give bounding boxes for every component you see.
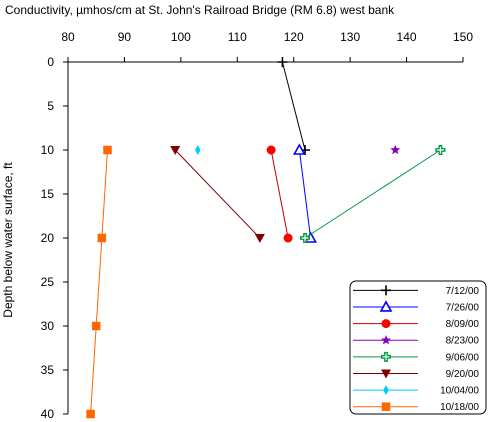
series-8/09/00 xyxy=(266,145,293,243)
data-point xyxy=(390,144,401,155)
legend-box xyxy=(349,280,487,415)
series-8/23/00 xyxy=(390,144,401,155)
x-tick-label: 80 xyxy=(61,30,75,44)
series-10/18/00 xyxy=(86,145,112,419)
chart-title: Conductivity, µmhos/cm at St. John's Rai… xyxy=(5,3,395,17)
legend-label: 10/18/00 xyxy=(440,402,479,413)
legend-label: 7/12/00 xyxy=(446,286,480,297)
data-point xyxy=(91,321,101,331)
data-point xyxy=(292,143,306,155)
data-point xyxy=(86,409,95,419)
y-tick-label: 0 xyxy=(47,55,54,69)
y-tick-label: 20 xyxy=(41,231,55,245)
y-tick-label: 25 xyxy=(41,275,55,289)
legend-entry: 9/06/00 xyxy=(353,351,480,363)
legend-label: 10/04/00 xyxy=(440,386,479,397)
x-tick-label: 150 xyxy=(453,30,473,44)
series-7/26/00 xyxy=(292,143,318,243)
data-point xyxy=(283,233,293,243)
data-point xyxy=(266,145,276,155)
x-tick-label: 120 xyxy=(284,30,304,44)
legend-label: 7/26/00 xyxy=(446,302,480,313)
data-point-inner xyxy=(301,234,309,242)
legend-entry: 7/26/00 xyxy=(353,300,480,313)
x-tick-label: 110 xyxy=(228,30,247,44)
data-point xyxy=(195,145,201,155)
legend-entry: 10/18/00 xyxy=(353,402,479,413)
y-tick-label: 40 xyxy=(41,407,55,421)
x-tick-label: 90 xyxy=(118,30,132,44)
legend-marker xyxy=(383,385,389,396)
data-point xyxy=(97,233,107,243)
x-tick-label: 140 xyxy=(397,30,417,44)
y-tick-label: 30 xyxy=(41,319,55,333)
legend-entry: 9/20/00 xyxy=(353,369,479,380)
legend-marker xyxy=(381,334,391,345)
series-line xyxy=(304,149,441,239)
legend-marker xyxy=(381,402,391,411)
series-7/12/00 xyxy=(277,57,310,155)
series-9/20/00 xyxy=(170,146,265,243)
legend-marker xyxy=(381,319,391,329)
series-9/06/00 xyxy=(300,145,446,243)
y-tick-label: 5 xyxy=(47,99,54,113)
legend-marker xyxy=(379,300,393,312)
y-tick-label: 15 xyxy=(41,187,55,201)
legend-label: 9/06/00 xyxy=(446,352,480,363)
series-line xyxy=(174,149,261,239)
legend-label: 8/09/00 xyxy=(446,319,480,330)
x-tick-label: 130 xyxy=(340,30,360,44)
series-line xyxy=(270,149,289,239)
legend-entry: 7/12/00 xyxy=(353,285,479,297)
data-point xyxy=(254,234,265,243)
legend-entry: 8/23/00 xyxy=(353,334,480,347)
legend-entry: 8/09/00 xyxy=(353,319,479,330)
x-tick-label: 100 xyxy=(171,30,191,44)
data-point-inner xyxy=(436,146,444,154)
y-tick-label: 35 xyxy=(41,363,55,377)
legend-marker-inner xyxy=(382,353,390,361)
legend-label: 9/20/00 xyxy=(446,369,480,380)
legend-marker xyxy=(381,369,391,379)
data-point xyxy=(103,145,112,155)
data-point xyxy=(170,146,181,155)
series-10/04/00 xyxy=(195,145,201,155)
y-tick-label: 10 xyxy=(41,143,55,157)
y-axis-title: Depth below water surface, ft xyxy=(1,162,15,318)
legend-entry: 10/04/00 xyxy=(353,385,479,397)
series-line xyxy=(281,61,306,151)
data-point xyxy=(277,57,288,67)
axes: 80 90 100 110 120 130 140 150 0 5 10 15 20 25 30 35 40 xyxy=(41,30,474,421)
series-line xyxy=(298,149,312,239)
legend: 7/12/00 7/26/00 8/09/00 8/23/00 9/06/00 9/20/… xyxy=(349,280,487,415)
legend-marker xyxy=(381,285,391,296)
series-line xyxy=(90,149,108,415)
legend-label: 8/23/00 xyxy=(446,336,480,347)
series-layer xyxy=(86,57,446,419)
